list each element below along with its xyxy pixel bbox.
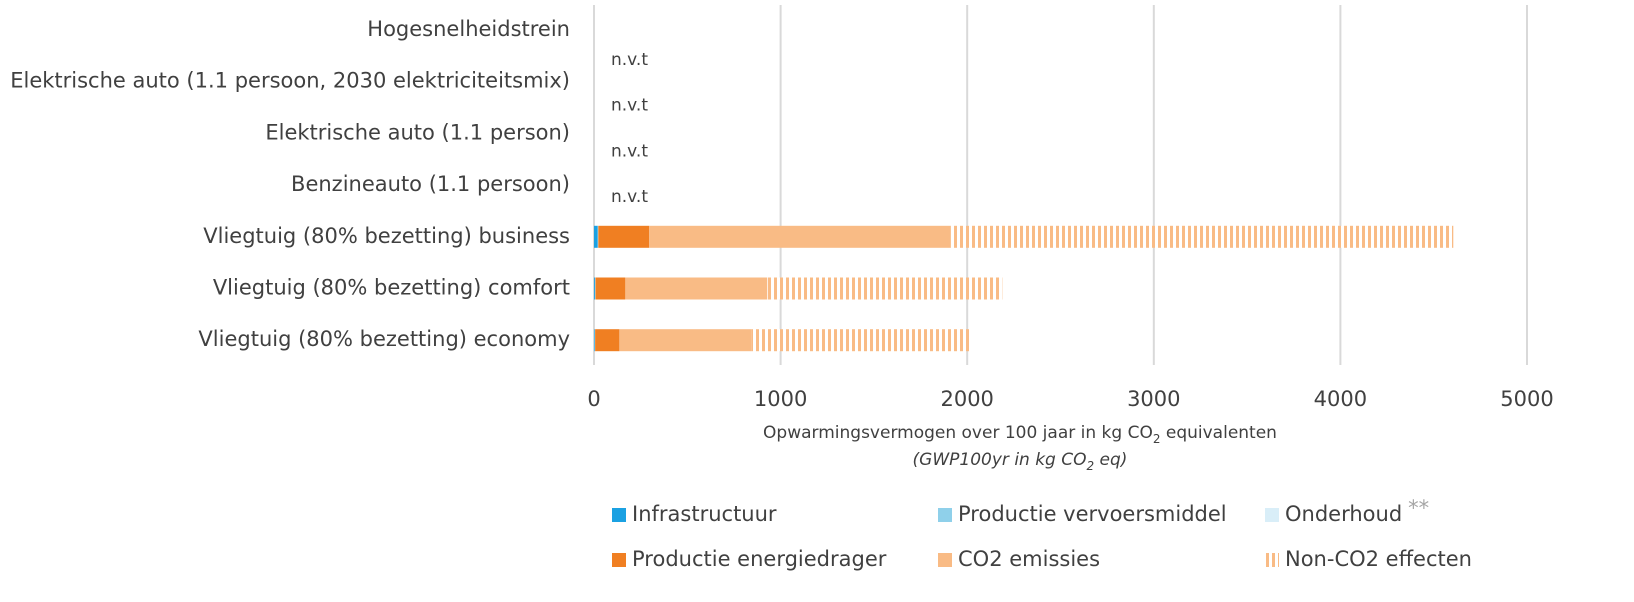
bar-segment: [595, 329, 619, 351]
bar-segment: [594, 329, 595, 351]
x-label-part: eq): [1094, 450, 1127, 470]
x-tick-label: 0: [587, 387, 600, 411]
legend-label: Productie vervoersmiddel: [958, 502, 1227, 526]
x-label-part: (GWP100yr in kg CO: [913, 450, 1087, 470]
legend-label: Infrastructuur: [632, 502, 777, 526]
x-label-part: Opwarmingsvermogen over 100 jaar in kg C…: [763, 423, 1153, 443]
legend-label: Onderhoud: [1285, 502, 1402, 526]
bar-segment: [767, 278, 1002, 300]
x-label-sub: 2: [1087, 459, 1095, 473]
annotation: n.v.t: [611, 50, 648, 70]
legend-swatch: [1265, 508, 1279, 522]
bar-segment: [598, 226, 649, 248]
y-tick-label: Elektrische auto (1.1 persoon, 2030 elek…: [10, 69, 570, 93]
legend-swatch: [612, 553, 626, 567]
x-tick-label: 3000: [1127, 387, 1180, 411]
x-tick-label: 2000: [940, 387, 993, 411]
y-tick-label: Benzineauto (1.1 persoon): [291, 172, 570, 196]
x-label-sub: 2: [1153, 432, 1161, 446]
bar-segment: [950, 226, 1453, 248]
y-tick-label: Vliegtuig (80% bezetting) economy: [198, 327, 570, 351]
bar-segment: [595, 278, 625, 300]
x-label-part: equivalenten: [1160, 423, 1277, 443]
bar-segment: [594, 226, 598, 248]
legend-note: **: [1408, 496, 1429, 520]
x-axis-label-2: (GWP100yr in kg CO2 eq): [913, 450, 1128, 473]
annotation: n.v.t: [611, 96, 648, 116]
y-tick-label: Vliegtuig (80% bezetting) business: [203, 224, 570, 248]
bar-segment: [649, 226, 950, 248]
legend-label: Productie energiedrager: [632, 547, 887, 571]
annotation: n.v.t: [611, 187, 648, 207]
legend-label: CO2 emissies: [958, 547, 1100, 571]
bar-segment: [594, 278, 595, 300]
x-tick-label: 1000: [754, 387, 807, 411]
bar-segment: [625, 278, 767, 300]
legend-label: Non-CO2 effecten: [1285, 547, 1472, 571]
annotation: n.v.t: [611, 141, 648, 161]
x-tick-label: 5000: [1500, 387, 1553, 411]
y-tick-label: Elektrische auto (1.1 person): [265, 120, 570, 144]
x-tick-label: 4000: [1314, 387, 1367, 411]
y-tick-label: Vliegtuig (80% bezetting) comfort: [213, 276, 570, 300]
bar-segment: [751, 329, 970, 351]
legend-swatch: [1265, 553, 1279, 567]
y-tick-label: Hogesnelheidstrein: [367, 17, 570, 41]
legend-swatch: [612, 508, 626, 522]
x-axis-label: Opwarmingsvermogen over 100 jaar in kg C…: [763, 423, 1277, 446]
legend-swatch: [938, 508, 952, 522]
bar-segment: [619, 329, 751, 351]
legend-swatch: [938, 553, 952, 567]
